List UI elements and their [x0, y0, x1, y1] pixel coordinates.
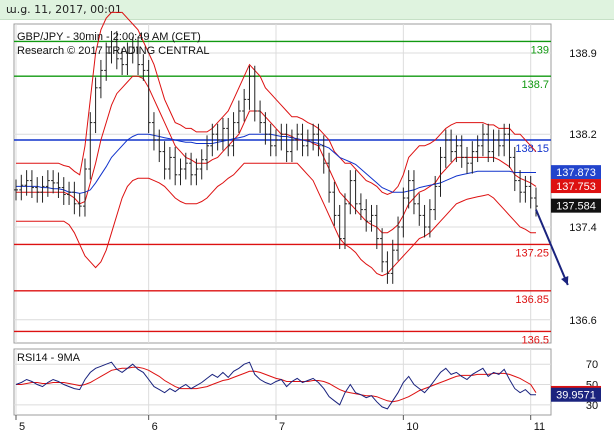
price-tag-label: 137.584 — [556, 201, 596, 213]
rsi-title: RSI14 - 9MA — [17, 352, 81, 364]
rsi-panel — [13, 348, 552, 416]
price-tag-label: 137.873 — [556, 167, 596, 179]
time-tick-label: 10 — [406, 421, 418, 433]
rsi-tag-box — [551, 387, 601, 402]
level-label: 139 — [531, 44, 549, 56]
price-tag-box — [551, 179, 601, 194]
price-tick-label: 136.6 — [569, 315, 597, 327]
chart-title: GBP/JPY - 30min - 2:00:49 AM (CET) — [17, 31, 201, 43]
price-tick-label: 138.9 — [569, 48, 597, 60]
price-tag-box — [551, 165, 601, 180]
rsi-lines — [15, 361, 537, 410]
time-tick-label: 7 — [279, 421, 285, 433]
moving-average-red-line — [16, 75, 537, 234]
price-tag-box — [551, 198, 601, 213]
rsi-tick-label: 30 — [586, 400, 598, 412]
price-tick-label: 137.4 — [569, 222, 597, 234]
forecast-arrow-head — [561, 276, 569, 285]
rsi-tick-label: 70 — [586, 359, 598, 371]
level-label: 138.15 — [515, 143, 549, 155]
rsi-tag-label: 39.9571 — [556, 390, 596, 402]
rsi-ma-line — [16, 366, 537, 403]
forecast-arrow-shaft — [535, 209, 569, 286]
rsi-line — [15, 361, 536, 410]
price-tick-label: 138.2 — [569, 129, 597, 141]
time-tick-label: 11 — [534, 421, 545, 433]
price-bars — [14, 30, 538, 284]
price-tag-label: 137.753 — [556, 181, 596, 193]
time-tick-label: 6 — [152, 421, 158, 433]
price-axis-ticks: 138.9 138.2 137.4 136.6 — [569, 48, 597, 327]
date-time-label: ա.ց. 11, 2017, 00:01 — [6, 3, 122, 16]
bollinger-upper-line — [16, 11, 537, 196]
time-tick-label: 5 — [19, 421, 25, 433]
bollinger-lower-line — [16, 162, 536, 277]
level-label: 137.25 — [515, 247, 549, 259]
bollinger-bands — [16, 11, 537, 277]
forecast-arrow — [535, 209, 569, 286]
level-label: 136.5 — [521, 334, 549, 346]
chart-subtitle: Research © 2017 TRADING CENTRAL — [17, 45, 210, 57]
level-label: 138.7 — [521, 79, 549, 91]
price-panel — [13, 23, 552, 344]
level-label: 136.85 — [515, 294, 549, 306]
date-time-bar: ա.ց. 11, 2017, 00:01 — [0, 0, 614, 20]
time-axis-ticks: 5 6 7 10 11 — [15, 415, 545, 433]
